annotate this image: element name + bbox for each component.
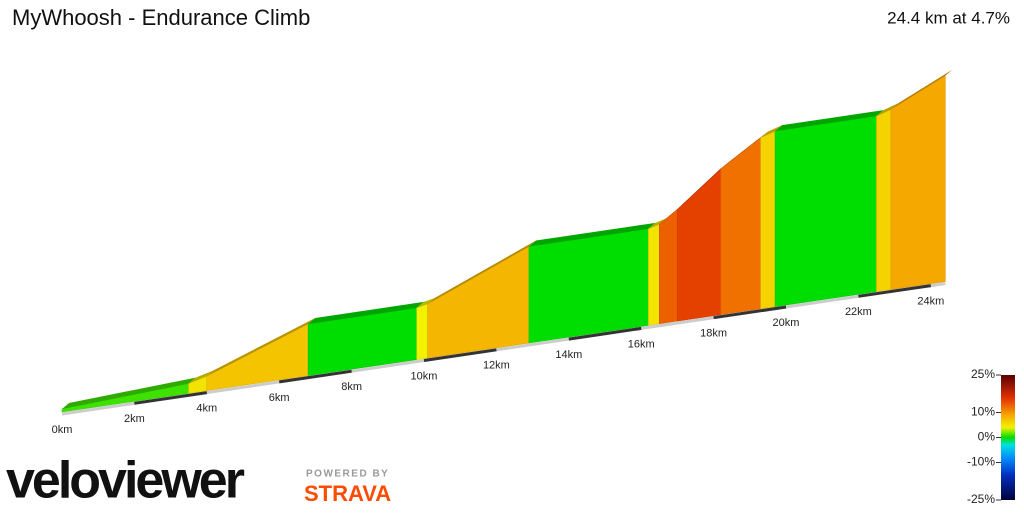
segment-face (528, 228, 649, 344)
strava: STRAVA (304, 481, 391, 506)
chart-subtitle: 24.4 km at 4.7% (887, 8, 1010, 27)
segment-face (774, 115, 877, 307)
segment-top (206, 317, 316, 377)
colorbar-label: 10% (971, 405, 995, 419)
profile (61, 69, 953, 413)
powered-by: POWERED BY (306, 469, 389, 480)
colorbar-label: -10% (967, 455, 995, 469)
segment-top (677, 162, 728, 210)
segment-top (62, 377, 196, 409)
x-tick-label: 12km (483, 360, 510, 372)
colorbar (1001, 375, 1015, 500)
segment-top (760, 125, 783, 138)
x-tick-label: 4km (196, 403, 217, 415)
segment-face (427, 245, 530, 359)
x-tick-label: 8km (341, 381, 362, 393)
segment-top (528, 222, 656, 247)
segment-face (648, 223, 660, 326)
logo: veloviewer (6, 452, 245, 510)
tick-band (278, 369, 352, 384)
x-tick-label: 6km (269, 392, 290, 404)
x-tick-label: 10km (411, 370, 438, 382)
segment-top (775, 110, 884, 132)
segment-face (677, 168, 722, 322)
x-tick-label: 24km (917, 296, 944, 308)
tick-band (134, 391, 208, 405)
colorbar-label: 0% (978, 430, 996, 444)
segment-face (720, 137, 761, 315)
segment-face (890, 75, 946, 290)
x-tick-label: 22km (845, 306, 872, 318)
segment-top (427, 240, 536, 305)
segment-top (720, 131, 768, 169)
segment-top (188, 370, 214, 384)
colorbar-label: -25% (967, 492, 995, 506)
segment-face (658, 208, 678, 325)
chart-title: MyWhoosh - Endurance Climb (12, 5, 310, 30)
tick-band (713, 305, 787, 320)
segment-top (890, 69, 953, 110)
x-tick-label: 0km (52, 424, 73, 436)
x-tick-label: 18km (700, 328, 727, 340)
segment-face (876, 108, 892, 292)
segment-top (416, 298, 435, 308)
x-tick-label: 16km (628, 338, 655, 350)
segment-face (416, 303, 428, 360)
tick-band (858, 284, 932, 298)
segment-top (308, 301, 424, 324)
segment-face (760, 130, 776, 310)
base-line (61, 281, 946, 416)
x-tick-label: 20km (773, 317, 800, 329)
x-tick-label: 14km (555, 349, 582, 361)
tick-band (568, 326, 642, 341)
colorbar-label: 25% (971, 367, 995, 381)
segment-top (648, 218, 667, 229)
x-tick-label: 2km (124, 413, 145, 425)
tick-band (423, 348, 497, 362)
segment-top (876, 103, 898, 117)
